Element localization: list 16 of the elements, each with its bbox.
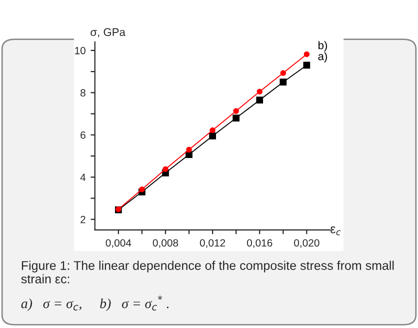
x-tick-label: 0,020 <box>294 239 320 248</box>
x-tick-label: 0,016 <box>246 239 272 248</box>
text: a) σ = σ$_{c}$, b) σ = σ$_{c}$$^{*}$ . <box>21 296 169 312</box>
y-tick-label: 6 <box>80 131 86 139</box>
x-tick-label: 0,004 <box>106 239 132 248</box>
x-axis-title: ε$_{c}$ <box>330 226 341 236</box>
x-tick-label: 0,012 <box>200 239 226 248</box>
x-tick-label: 0,008 <box>152 239 178 248</box>
y-tick-label: 4 <box>80 174 86 181</box>
y-tick-label: 2 <box>80 216 86 224</box>
y-tick-label: 8 <box>80 89 86 97</box>
y-axis-title: σ, GPa <box>90 28 126 38</box>
series-label: a) <box>318 52 327 62</box>
caption: Figure 1: The linear dependence of the composite stress from small strain εc: <box>21 260 394 284</box>
series-label: b) <box>318 41 327 52</box>
y-tick-label: 10 <box>75 46 86 54</box>
